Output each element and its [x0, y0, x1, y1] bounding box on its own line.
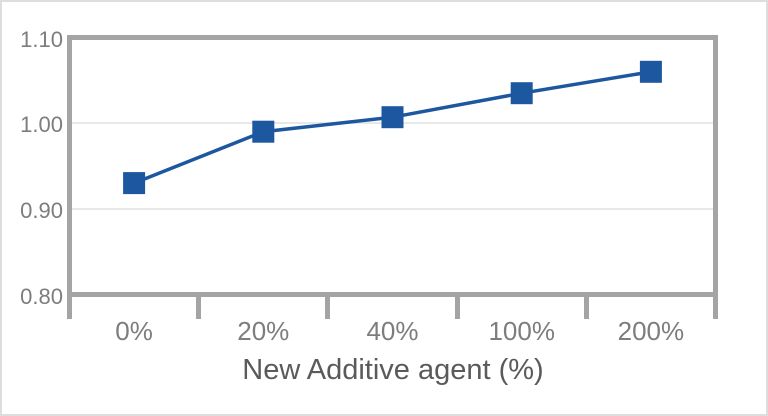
- x-tick-label: 0%: [115, 316, 153, 346]
- x-tick-label: 200%: [617, 316, 685, 346]
- x-tick-mark: [196, 297, 202, 319]
- x-tick-mark: [67, 297, 72, 319]
- plot-area-frame: [67, 35, 718, 297]
- x-axis-title: New Additive agent (%): [242, 354, 544, 386]
- x-tick-mark: [325, 297, 331, 319]
- x-tick-mark: [454, 297, 460, 319]
- y-tick-label: 0.90: [20, 197, 63, 223]
- y-tick-label: 1.10: [20, 26, 63, 52]
- y-tick-label: 0.80: [20, 283, 63, 309]
- y-tick-label: 1.00: [20, 112, 63, 138]
- x-tick-mark: [713, 297, 718, 319]
- gridline-0.90: [72, 207, 713, 210]
- x-tick-mark: [583, 297, 589, 319]
- x-tick-label: 100%: [488, 316, 555, 346]
- x-tick-label: 20%: [237, 316, 290, 346]
- x-tick-label: 40%: [366, 316, 419, 346]
